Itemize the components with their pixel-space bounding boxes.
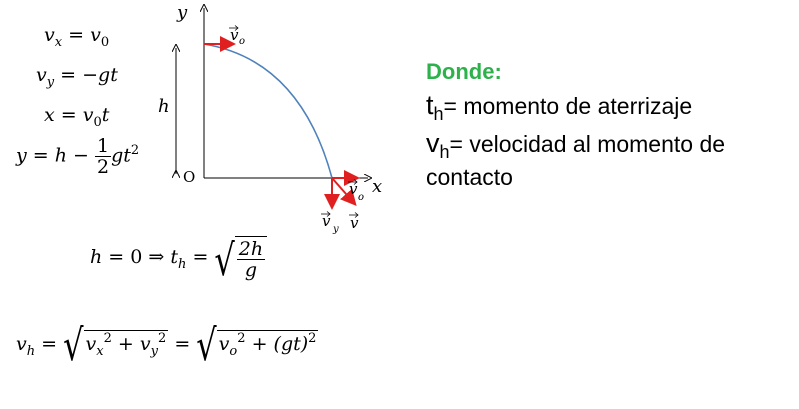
- v0-top-label: v o: [229, 25, 245, 47]
- equation-velocity: vh = √ vx2 + vy2 = √ vo2 + (gt)2: [16, 319, 319, 371]
- axis-y-label: y: [176, 2, 188, 23]
- svg-text:o: o: [239, 36, 245, 47]
- svg-text:v: v: [350, 214, 359, 232]
- v0-bottom-label: v o: [348, 179, 364, 203]
- equation-x: x = v0t: [44, 104, 110, 130]
- vy-label: v y: [321, 211, 339, 235]
- svg-text:v: v: [349, 180, 358, 198]
- equation-vx: vx = v0: [44, 24, 110, 50]
- v-label: v: [349, 212, 359, 232]
- equation-y: y = h − 1 2 gt2: [16, 135, 140, 178]
- description-line2: vh= velocidad al momento de: [426, 128, 726, 162]
- axis-x-label: x: [372, 176, 382, 197]
- height-label: h: [158, 96, 170, 117]
- trajectory-curve: [203, 43, 333, 179]
- sqrt-components: √ vx2 + vy2: [63, 319, 169, 371]
- equation-vy: vy = −gt: [36, 64, 118, 90]
- equation-landing-time: h = 0 ⇒ th = √ 2h g: [90, 234, 268, 285]
- svg-text:v: v: [322, 212, 331, 230]
- sqrt-vo-gt: √ vo2 + (gt)2: [196, 319, 319, 371]
- description-line3: contacto: [426, 164, 513, 190]
- landing-v-arrow: [331, 177, 357, 207]
- description-line1: th= momento de aterrizaje: [426, 90, 693, 124]
- sqrt-landing: √ 2h g: [214, 234, 268, 285]
- description-title: Donde:: [426, 59, 502, 84]
- svg-text:o: o: [358, 192, 364, 203]
- origin-label: O: [183, 168, 195, 186]
- svg-text:y: y: [332, 224, 339, 235]
- svg-text:v: v: [230, 26, 239, 44]
